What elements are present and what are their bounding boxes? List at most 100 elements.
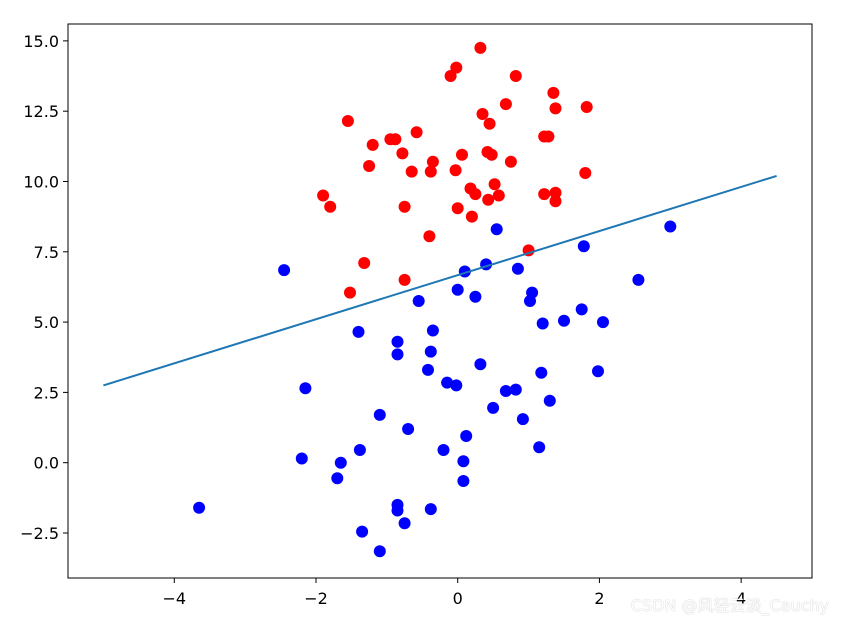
scatter-point-series-0-21 <box>426 155 439 168</box>
scatter-point-series-1-12 <box>412 295 425 307</box>
y-tick-label-6: 12.5 <box>23 102 59 121</box>
scatter-point-series-1-7 <box>632 273 645 286</box>
scatter-point-series-1-40 <box>295 452 308 465</box>
x-tick-label-1: −2 <box>304 589 328 608</box>
scatter-point-series-0-27 <box>579 167 592 179</box>
scatter-point-series-0-20 <box>396 147 409 160</box>
scatter-point-series-0-31 <box>482 193 495 206</box>
scatter-point-series-0-32 <box>492 189 505 202</box>
scatter-point-series-1-34 <box>516 413 529 426</box>
scatter-point-series-0-10 <box>341 115 354 127</box>
scatter-point-series-1-20 <box>391 348 404 361</box>
y-tick-label-1: 0.0 <box>34 454 59 473</box>
scatter-point-series-0-25 <box>424 165 437 178</box>
scatter-point-series-1-3 <box>278 264 291 277</box>
scatter-point-series-1-51 <box>373 545 386 558</box>
x-tick-label-3: 2 <box>594 589 604 608</box>
scatter-point-series-0-4 <box>547 86 560 99</box>
scatter-point-series-0-13 <box>389 133 402 146</box>
scatter-point-series-1-13 <box>575 303 588 316</box>
scatter-point-series-1-49 <box>398 517 411 530</box>
scatter-point-series-1-41 <box>334 456 347 469</box>
scatter-point-series-1-0 <box>664 220 677 233</box>
scatter-point-series-0-45 <box>344 286 356 299</box>
scatter-point-series-0-37 <box>324 200 337 213</box>
scatter-point-series-0-38 <box>398 200 411 213</box>
x-tick-label-0: −4 <box>162 589 186 608</box>
scatter-point-series-0-43 <box>358 257 371 269</box>
scatter-point-series-1-6 <box>511 262 524 275</box>
scatter-point-series-0-1 <box>450 61 463 74</box>
scatter-point-series-0-40 <box>465 210 478 223</box>
scatter-point-series-1-27 <box>441 376 454 389</box>
scatter-point-series-1-36 <box>460 430 473 442</box>
scatter-point-series-0-5 <box>499 98 512 111</box>
scatter-point-series-1-31 <box>543 394 556 407</box>
scatter-point-series-1-8 <box>451 283 464 296</box>
scatter-point-series-1-10 <box>469 290 482 303</box>
scatter-point-series-0-33 <box>538 188 551 201</box>
scatter-point-series-1-47 <box>391 504 404 517</box>
y-tick-label-0: −2.5 <box>20 524 59 543</box>
y-tick-label-2: 2.5 <box>34 383 59 402</box>
scatter-point-series-1-11 <box>524 295 536 307</box>
scatter-point-series-1-23 <box>422 363 434 376</box>
scatter-point-series-0-22 <box>504 155 517 168</box>
scatter-point-series-1-35 <box>402 423 415 435</box>
x-tick-label-4: 4 <box>736 589 746 608</box>
scatter-point-series-1-38 <box>353 444 366 456</box>
scatter-point-series-0-6 <box>549 102 562 115</box>
scatter-point-series-1-19 <box>391 335 404 348</box>
scatter-point-series-0-3 <box>509 70 522 82</box>
scatter-point-series-0-39 <box>451 202 464 215</box>
scatter-point-series-0-41 <box>423 230 436 243</box>
scatter-point-series-1-43 <box>331 472 344 485</box>
scatter-point-series-1-48 <box>424 503 437 516</box>
watermark: CSDN @风轻云淡_Cauchy <box>630 596 829 615</box>
scatter-point-series-1-42 <box>457 455 470 468</box>
scatter-point-series-0-2 <box>444 70 457 82</box>
plot-marks <box>103 41 777 558</box>
scatter-point-series-0-9 <box>483 117 496 130</box>
scatter-point-series-0-35 <box>549 195 562 208</box>
scatter-point-series-0-19 <box>456 148 468 161</box>
scatter-point-series-1-18 <box>426 324 439 337</box>
scatter-point-series-0-14 <box>366 138 379 151</box>
scatter-point-series-0-30 <box>469 188 482 201</box>
scatter-point-series-1-22 <box>474 358 487 371</box>
y-tick-label-7: 15.0 <box>23 32 59 51</box>
scatter-point-series-1-50 <box>356 525 369 538</box>
scatter-point-series-0-23 <box>363 160 376 172</box>
scatter-point-series-0-0 <box>474 41 487 54</box>
scatter-point-series-1-25 <box>592 365 604 378</box>
scatter-point-series-1-33 <box>373 408 386 421</box>
scatter-point-series-0-44 <box>398 273 411 286</box>
scatter-point-series-1-24 <box>535 366 548 379</box>
scatter-point-series-1-29 <box>499 385 512 397</box>
y-tick-label-4: 7.5 <box>34 243 59 262</box>
scatter-point-series-1-32 <box>487 401 500 414</box>
scatter-point-series-1-16 <box>536 317 549 330</box>
x-tick-label-2: 0 <box>453 589 463 608</box>
scatter-point-series-0-8 <box>476 108 489 120</box>
scatter-point-series-1-21 <box>424 345 437 358</box>
scatter-point-series-1-2 <box>577 240 590 253</box>
scatter-point-series-1-45 <box>193 501 206 514</box>
scatter-point-series-0-18 <box>485 148 498 161</box>
scatter-point-series-0-11 <box>410 126 423 139</box>
y-tick-label-3: 5.0 <box>34 313 59 332</box>
scatter-point-series-1-44 <box>457 475 470 487</box>
scatter-point-series-1-1 <box>490 223 503 236</box>
y-tick-label-5: 10.0 <box>23 172 59 191</box>
scatter-point-series-1-30 <box>509 383 522 396</box>
scatter-point-series-0-28 <box>488 178 501 191</box>
scatter-point-series-0-36 <box>317 189 330 202</box>
scatter-point-series-1-28 <box>450 379 463 392</box>
scatter-point-series-1-17 <box>352 325 365 338</box>
regression-line <box>103 174 777 387</box>
scatter-point-series-0-26 <box>449 164 462 177</box>
scatter-point-series-1-39 <box>437 444 450 456</box>
axes-frame <box>67 23 813 579</box>
scatter-point-series-1-26 <box>299 382 312 395</box>
